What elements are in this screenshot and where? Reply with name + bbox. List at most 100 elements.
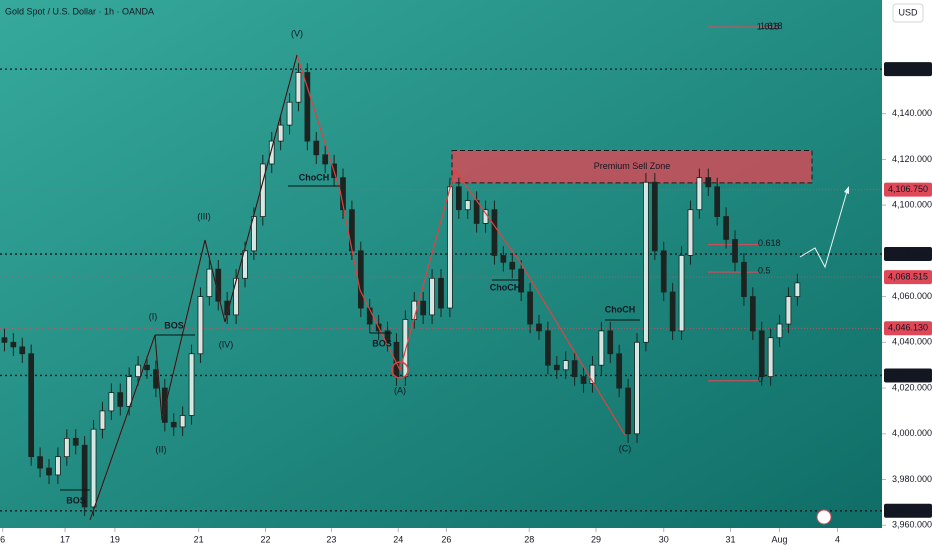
candle-body [438,277,444,309]
annotation: ChoCH [299,172,330,182]
candle-body [19,346,26,355]
annotation: 1.618 [757,21,780,31]
plot [0,63,882,517]
x-tick-label: 30 [659,534,669,544]
candle-body [758,330,765,378]
candle-body [144,364,150,371]
candle-body [767,337,774,378]
candle-body [161,387,168,423]
annotation: (III) [197,211,211,221]
candle-body [277,124,284,142]
price-label-box [884,503,932,518]
price-label-box [884,62,932,77]
price-label-box [884,368,932,383]
projection [799,187,849,269]
y-tick-label: 4,060.000 [892,291,932,301]
candle-body [313,140,320,156]
time-axis [0,528,882,550]
candle-body [660,250,667,293]
x-tick-label: 26 [441,534,451,544]
candle-body [117,392,124,407]
chart-title: Gold Spot / U.S. Dollar · 1h · OANDA [5,6,154,16]
x-tick-label: 22 [260,534,270,544]
candle-body [749,296,756,332]
y-tick-label: 3,980.000 [892,474,932,484]
candle-body [687,209,694,256]
x-tick-label: 29 [591,534,601,544]
x-tick-label: 23 [326,534,336,544]
candle-body [188,353,195,416]
candle-body [286,101,293,126]
annotation: ChoCH [605,304,636,314]
candle-body [126,376,133,407]
price-label: 4,106.750 [888,184,928,194]
y-tick-label: 4,140.000 [892,108,932,118]
currency: USD [898,7,918,17]
candle-body [349,209,355,252]
annotation: BOS [164,320,184,330]
candle-body [669,291,676,332]
annotation: (A) [394,385,406,395]
price-label: 4,068.515 [888,271,928,281]
candle-body [322,154,329,165]
y-tick-label: 4,100.000 [892,199,932,209]
candle-body [429,277,435,316]
candle-body [776,323,783,339]
candle-body [518,268,525,293]
x-tick-label: 24 [393,534,403,544]
x-tick-label: 28 [524,534,534,544]
zone-label: Premium Sell Zone [594,161,671,171]
annotation: (II) [156,444,167,454]
candle-body [509,261,516,270]
annotation: ChoCH [490,282,521,292]
candle-body [562,360,569,371]
plot-background [0,0,882,528]
annotation: BOS [372,338,392,348]
candle-body [643,181,649,343]
candle-body [607,330,614,355]
candle-body [242,250,248,279]
price-label-box [884,247,932,262]
x-tick-label: 19 [110,534,120,544]
candle-body [491,209,498,256]
price-label: 4,078.605 [888,248,928,258]
candle-body [580,376,587,384]
candle-body [384,330,391,343]
y-tick-label: 4,000.000 [892,428,932,438]
candle-body [420,300,427,316]
candle-body [99,410,106,430]
impulse-line [89,54,298,521]
candle-body [545,330,551,366]
candle-body [233,277,239,316]
candle-body [72,437,79,446]
candle-body [634,341,640,435]
candle-body [357,250,364,309]
candle-body [705,177,712,188]
projection-arrow [844,186,849,194]
candle-body [464,200,471,211]
candle-body [206,268,213,297]
candle-body [304,72,311,142]
y-tick-label: 3,960.000 [892,520,932,530]
price-label: 3,966.320 [888,505,928,515]
x-tick-label: 4 [835,534,840,544]
candle-body [723,216,729,240]
x-tick-label: 21 [194,534,204,544]
candle-body [268,140,275,165]
x-tick-label: 17 [60,534,70,544]
candle-body [179,415,186,428]
candle-body [732,239,738,263]
candle-body [616,353,623,389]
candle-body [108,392,115,412]
candle-body [589,364,596,384]
candle-body [553,364,560,371]
fib-label: 1.618 [760,21,783,31]
candle-body [295,72,302,103]
x-tick-label: 6 [0,534,5,544]
candle-body [714,186,721,217]
wave-circle [391,361,409,379]
candle-body [625,387,631,435]
price-label-box [884,321,932,336]
candle-body [500,255,507,263]
